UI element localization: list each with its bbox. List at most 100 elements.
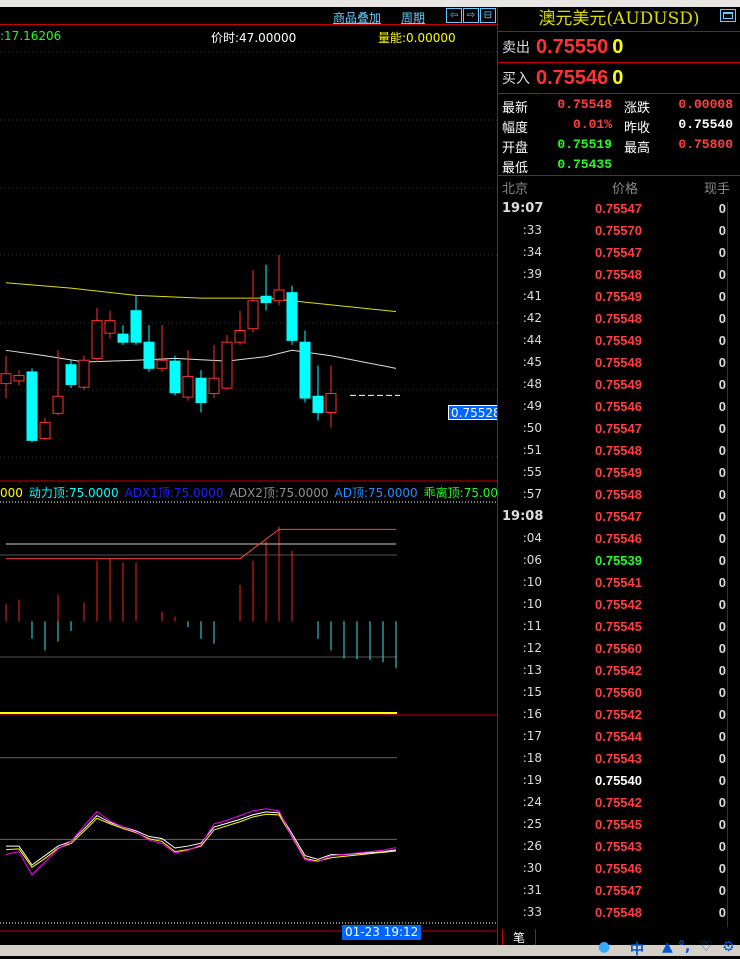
indicator-label: AD顶:75.0000 bbox=[334, 486, 418, 500]
punctuation-icon[interactable]: °, bbox=[678, 939, 691, 955]
time-tag: 01-23 19:12 bbox=[342, 925, 422, 940]
tick-row: :33 0.75570 0 bbox=[498, 223, 726, 245]
tick-volume: 0 bbox=[718, 245, 726, 260]
ime-indicator[interactable]: 中 bbox=[630, 942, 644, 958]
tick-row: :55 0.75549 0 bbox=[498, 465, 726, 487]
moon-icon[interactable]: ▲ bbox=[662, 939, 673, 955]
candle-body bbox=[273, 289, 285, 302]
tick-time: :10 bbox=[522, 597, 542, 611]
tick-volume: 0 bbox=[718, 751, 726, 766]
candle-body bbox=[52, 395, 64, 414]
tick-volume: 0 bbox=[718, 553, 726, 568]
window-top-strip bbox=[0, 0, 740, 7]
candle-body bbox=[247, 300, 259, 330]
tick-price: 0.75570 bbox=[595, 223, 642, 238]
tick-time: :33 bbox=[522, 905, 542, 919]
mascot-icon[interactable]: ● bbox=[598, 939, 611, 955]
period-button[interactable]: 周期 bbox=[401, 11, 426, 25]
tick-volume: 0 bbox=[718, 267, 726, 282]
candle-body bbox=[299, 341, 311, 399]
arrow-right-icon[interactable]: ⇨ bbox=[463, 8, 479, 23]
candle-body bbox=[156, 359, 168, 369]
tick-price: 0.75541 bbox=[595, 575, 642, 590]
tick-row: :15 0.75560 0 bbox=[498, 685, 726, 707]
tick-volume: 0 bbox=[718, 443, 726, 458]
candle-body bbox=[195, 377, 207, 404]
header-time: 北京 bbox=[502, 182, 529, 197]
tick-volume: 0 bbox=[718, 487, 726, 502]
quote-panel: 澳元美元(AUDUSD) 卖出 0.75550 0 买入 0.75546 0 最新 0.7… bbox=[497, 7, 740, 946]
tick-price: 0.75547 bbox=[595, 509, 642, 524]
tick-volume: 0 bbox=[718, 839, 726, 854]
skin-icon[interactable]: ♡ bbox=[700, 939, 713, 955]
overlay-button[interactable]: 商品叠加 bbox=[333, 11, 382, 25]
tick-price: 0.75546 bbox=[595, 531, 642, 546]
tick-volume: 0 bbox=[718, 883, 726, 898]
tick-row: :49 0.75546 0 bbox=[498, 399, 726, 421]
tick-time: :31 bbox=[522, 883, 542, 897]
tick-time: :30 bbox=[522, 861, 542, 875]
tick-volume: 0 bbox=[718, 223, 726, 238]
stats-grid: 最新 0.75548 涨跌 0.00008 幅度 0.01% 昨收 0.75540 开盘 0.75… bbox=[498, 94, 740, 176]
status-bar bbox=[0, 945, 740, 956]
tick-price: 0.75548 bbox=[595, 355, 642, 370]
candle-body bbox=[65, 364, 77, 386]
tick-price: 0.75542 bbox=[595, 663, 642, 678]
tick-price: 0.75548 bbox=[595, 487, 642, 502]
tick-row: :04 0.75546 0 bbox=[498, 531, 726, 553]
arrow-left-icon[interactable]: ⇦ bbox=[446, 8, 462, 23]
header-price: 价格 bbox=[612, 182, 639, 197]
tick-row: :17 0.75544 0 bbox=[498, 729, 726, 751]
tick-time: :45 bbox=[522, 355, 542, 369]
tick-price: 0.75544 bbox=[595, 729, 642, 744]
stat-label: 涨跌 bbox=[624, 101, 651, 116]
tick-row: :51 0.75548 0 bbox=[498, 443, 726, 465]
tick-time: :13 bbox=[522, 663, 542, 677]
tick-row: :44 0.75549 0 bbox=[498, 333, 726, 355]
candle-body bbox=[130, 310, 142, 343]
info-mid: 价时:47.00000 bbox=[211, 29, 296, 46]
chart-area[interactable]: 商品叠加 周期 ⇦ ⇨ ⊟ :17.16206 价时:47.00000 量能:0… bbox=[0, 7, 513, 945]
tick-volume: 0 bbox=[718, 817, 726, 832]
tick-row: :10 0.75541 0 bbox=[498, 575, 726, 597]
tab-ticks[interactable]: 笔 bbox=[502, 929, 536, 946]
tick-time: :12 bbox=[522, 641, 542, 655]
tick-row: :34 0.75547 0 bbox=[498, 245, 726, 267]
maximize-icon[interactable] bbox=[720, 9, 736, 22]
tick-volume: 0 bbox=[718, 289, 726, 304]
tick-volume: 0 bbox=[718, 575, 726, 590]
stat-value: 0.75800 bbox=[678, 137, 733, 152]
split-icon[interactable]: ⊟ bbox=[480, 8, 496, 23]
tick-volume: 0 bbox=[718, 773, 726, 788]
tick-row: :12 0.75560 0 bbox=[498, 641, 726, 663]
tick-row: :50 0.75547 0 bbox=[498, 421, 726, 443]
tick-time: :39 bbox=[522, 267, 542, 281]
tick-price: 0.75542 bbox=[595, 597, 642, 612]
info-right-value: 0.00000 bbox=[406, 31, 456, 45]
tick-row: :25 0.75545 0 bbox=[498, 817, 726, 839]
tick-row: :18 0.75543 0 bbox=[498, 751, 726, 773]
tick-volume: 0 bbox=[718, 531, 726, 546]
tick-time: :50 bbox=[522, 421, 542, 435]
tick-volume: 0 bbox=[718, 465, 726, 480]
tick-price: 0.75560 bbox=[595, 641, 642, 656]
gear-icon[interactable]: ⚙ bbox=[722, 939, 735, 955]
candle-body bbox=[78, 359, 90, 388]
tick-time: :25 bbox=[522, 817, 542, 831]
scrollbar[interactable] bbox=[727, 202, 740, 927]
chart-toolbar: 商品叠加 周期 ⇦ ⇨ ⊟ bbox=[0, 7, 497, 25]
buy-quote: 买入 0.75546 0 bbox=[498, 63, 740, 94]
kdj-line bbox=[5, 808, 397, 876]
indicator-label: 乖离顶:75.0000 bbox=[423, 486, 514, 500]
indicator-label: 动力顶:75.0000 bbox=[28, 486, 119, 500]
tick-price: 0.75545 bbox=[595, 817, 642, 832]
candle-body bbox=[0, 373, 12, 385]
indicator-label: 000 bbox=[0, 486, 23, 500]
tick-price: 0.75549 bbox=[595, 377, 642, 392]
tick-row: 19:07 0.75547 0 bbox=[498, 201, 726, 223]
tick-volume: 0 bbox=[718, 333, 726, 348]
tick-row: 19:08 0.75547 0 bbox=[498, 509, 726, 531]
stat-label: 最高 bbox=[624, 141, 651, 156]
symbol-name: 澳元美元(AUDUSD) bbox=[538, 9, 700, 29]
price-tag: 0.75528 bbox=[448, 405, 504, 420]
